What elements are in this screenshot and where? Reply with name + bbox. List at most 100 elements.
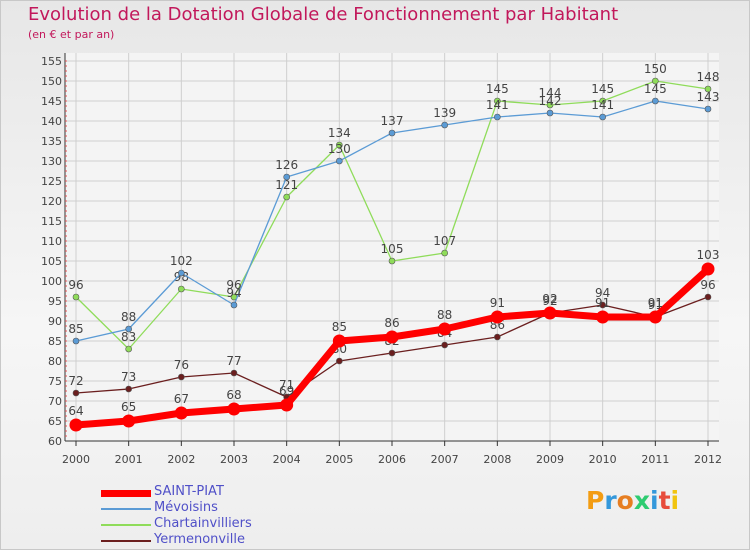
y-tick-label: 100 bbox=[41, 275, 62, 288]
x-tick-label: 2010 bbox=[589, 453, 617, 466]
data-point bbox=[72, 389, 80, 397]
x-tick-label: 2000 bbox=[62, 453, 90, 466]
data-label: 86 bbox=[384, 316, 399, 330]
data-point bbox=[283, 173, 290, 181]
data-label: 83 bbox=[121, 330, 136, 344]
y-tick-label: 125 bbox=[41, 175, 62, 188]
y-tick-label: 60 bbox=[48, 435, 62, 448]
x-tick-label: 2002 bbox=[167, 453, 195, 466]
data-point bbox=[494, 333, 501, 341]
data-point bbox=[543, 306, 557, 320]
data-point bbox=[438, 322, 452, 336]
data-label: 105 bbox=[381, 242, 404, 256]
data-label: 91 bbox=[595, 296, 610, 310]
legend-swatch bbox=[101, 524, 151, 526]
y-tick-label: 95 bbox=[48, 295, 62, 308]
brand-letter: o bbox=[616, 486, 634, 515]
data-label: 103 bbox=[697, 248, 720, 262]
data-label: 85 bbox=[332, 320, 347, 334]
data-label: 121 bbox=[275, 178, 298, 192]
brand-letter: P bbox=[586, 486, 605, 515]
data-label: 137 bbox=[381, 114, 404, 128]
data-point bbox=[494, 97, 501, 105]
data-label: 92 bbox=[542, 294, 557, 308]
data-label: 141 bbox=[486, 98, 509, 112]
data-label: 68 bbox=[226, 388, 241, 402]
data-label: 65 bbox=[121, 400, 136, 414]
legend-swatch bbox=[101, 508, 151, 510]
data-label: 91 bbox=[648, 298, 663, 312]
data-label: 91 bbox=[648, 296, 663, 310]
data-point bbox=[704, 293, 712, 301]
x-tick-label: 2012 bbox=[694, 453, 722, 466]
data-label: 145 bbox=[486, 82, 509, 96]
legend-label: Mévoisins bbox=[154, 500, 218, 515]
y-tick-label: 80 bbox=[48, 355, 62, 368]
data-label: 67 bbox=[174, 392, 189, 406]
y-tick-label: 135 bbox=[41, 135, 62, 148]
data-label: 69 bbox=[279, 384, 294, 398]
data-point bbox=[388, 129, 396, 137]
legend-swatch bbox=[101, 490, 151, 497]
data-point bbox=[174, 406, 188, 420]
y-tick-label: 130 bbox=[41, 155, 62, 168]
x-tick-label: 2004 bbox=[273, 453, 301, 466]
data-label: 91 bbox=[490, 296, 505, 310]
data-point bbox=[125, 325, 132, 333]
data-label: 126 bbox=[275, 158, 298, 172]
y-tick-label: 70 bbox=[48, 395, 62, 408]
y-tick-label: 105 bbox=[41, 255, 62, 268]
data-label: 139 bbox=[433, 106, 456, 120]
data-point bbox=[336, 157, 343, 165]
data-point bbox=[546, 101, 554, 109]
y-tick-label: 75 bbox=[48, 375, 62, 388]
data-label: 85 bbox=[68, 322, 83, 336]
data-point bbox=[704, 105, 712, 113]
data-label: 94 bbox=[595, 286, 610, 300]
data-point bbox=[178, 269, 185, 277]
brand-letter: t bbox=[658, 486, 671, 515]
data-point bbox=[72, 293, 80, 301]
data-point bbox=[72, 337, 80, 345]
data-point bbox=[490, 310, 504, 324]
data-label: 88 bbox=[437, 308, 452, 322]
y-tick-label: 145 bbox=[41, 95, 62, 108]
data-point bbox=[599, 97, 606, 105]
data-label: 72 bbox=[68, 374, 83, 388]
data-point bbox=[69, 418, 83, 432]
data-label: 150 bbox=[644, 62, 667, 76]
brand-letter: i bbox=[670, 486, 680, 515]
data-label: 77 bbox=[226, 354, 241, 368]
data-point bbox=[441, 121, 448, 129]
data-point bbox=[652, 97, 659, 105]
brand-logo: Proxiti bbox=[586, 486, 679, 515]
data-label: 141 bbox=[591, 98, 614, 112]
data-point bbox=[125, 385, 132, 393]
x-tick-label: 2006 bbox=[378, 453, 406, 466]
data-point bbox=[125, 345, 132, 353]
data-point bbox=[494, 113, 501, 121]
y-tick-label: 140 bbox=[41, 115, 62, 128]
data-point bbox=[336, 357, 343, 365]
data-point bbox=[648, 310, 662, 324]
y-tick-label: 65 bbox=[48, 415, 62, 428]
data-label: 143 bbox=[697, 90, 720, 104]
chart-subtitle: (en € et par an) bbox=[28, 28, 115, 41]
data-label: 71 bbox=[279, 378, 294, 392]
data-point bbox=[227, 402, 241, 416]
legend-label: Chartainvilliers bbox=[154, 516, 252, 531]
brand-letter: i bbox=[650, 486, 659, 515]
y-tick-label: 85 bbox=[48, 335, 62, 348]
legend-label: Yermenonville bbox=[154, 532, 245, 547]
data-label: 134 bbox=[328, 126, 351, 140]
data-point bbox=[122, 414, 136, 428]
data-label: 76 bbox=[174, 358, 189, 372]
data-label: 142 bbox=[539, 94, 562, 108]
data-label: 148 bbox=[697, 70, 720, 84]
data-point bbox=[441, 341, 448, 349]
data-label: 144 bbox=[539, 86, 562, 100]
data-point bbox=[283, 193, 290, 201]
data-point bbox=[546, 109, 554, 117]
